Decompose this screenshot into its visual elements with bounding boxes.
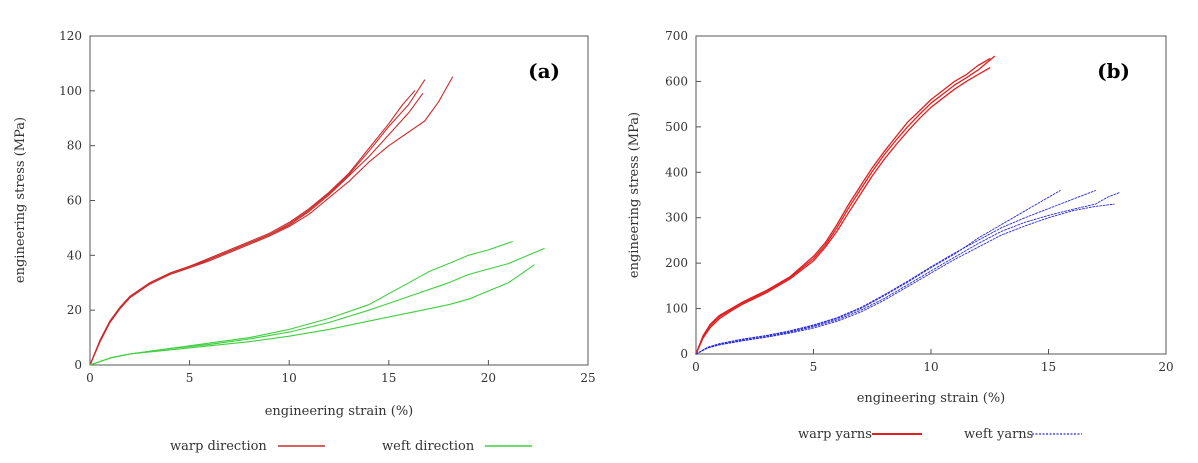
legend-label-warp: warp direction: [170, 439, 267, 454]
y-tick-label: 80: [67, 139, 82, 153]
chart-panel-b: 0 5 10 15 20 0 100 200 300 400 500 600 700 (b) engin…: [600, 0, 1198, 463]
series-1-curve-1: [695, 192, 1120, 355]
x-tick-label: 5: [186, 371, 194, 385]
x-tick-label: 25: [580, 371, 595, 385]
series-0-curve-0: [695, 58, 991, 355]
series-0-curve-1: [89, 79, 426, 366]
series-0-curve-2: [89, 76, 454, 366]
y-tick-label: 200: [665, 256, 688, 270]
x-tick-label: 15: [1041, 360, 1056, 374]
x-tick-label: 20: [481, 371, 496, 385]
legend: warp direction weft direction: [170, 439, 532, 454]
x-tick-label: 0: [692, 360, 700, 374]
x-tick-label: 5: [810, 360, 818, 374]
legend-label-warp: warp yarns: [798, 427, 872, 442]
y-tick-label: 100: [665, 302, 688, 316]
chart-panel-a: 0 5 10 15 20 25 0 20 40 60 80 100 120 (a) engineerin…: [13, 29, 596, 454]
x-axis-label: engineering strain (%): [857, 391, 1006, 406]
plot-frame: [89, 35, 589, 366]
series-0-curve-2: [695, 67, 991, 355]
y-tick-label: 60: [67, 194, 82, 208]
panel-label: (b): [1097, 59, 1130, 83]
series-1-curve-0: [89, 241, 513, 366]
legend-label-weft: weft yarns: [964, 427, 1033, 442]
series-1-curve-2: [89, 264, 535, 366]
plot-frame: [695, 35, 1167, 355]
series-1-curve-0: [695, 190, 1061, 355]
y-tick-label: 600: [665, 74, 688, 88]
y-axis-label: engineering stress (MPa): [627, 112, 642, 278]
series-1-curve-1: [89, 247, 545, 366]
y-tick-label: 0: [680, 347, 688, 361]
series-1-curve-2: [695, 203, 1115, 355]
series-0-curve-1: [695, 55, 996, 355]
x-tick-label: 10: [923, 360, 938, 374]
y-axis-label: engineering stress (MPa): [13, 117, 28, 283]
x-axis-label: engineering strain (%): [265, 404, 414, 419]
series-0-curve-0: [89, 90, 416, 366]
series-0-curve-3: [89, 93, 424, 366]
y-tick-label: 120: [59, 29, 82, 43]
y-tick-label: 300: [665, 211, 688, 225]
legend-label-weft: weft direction: [382, 439, 475, 454]
series-1-curve-3: [695, 190, 1096, 355]
chart-a-svg: 0 5 10 15 20 25 0 20 40 60 80 100 120 (a) engineerin…: [13, 29, 596, 454]
y-tick-label: 700: [665, 29, 688, 43]
panel-label: (a): [528, 59, 560, 83]
legend: warp yarns weft yarns: [798, 427, 1082, 442]
y-tick-label: 20: [67, 303, 82, 317]
x-tick-label: 0: [86, 371, 94, 385]
x-tick-label: 10: [282, 371, 297, 385]
y-tick-label: 400: [665, 165, 688, 179]
y-tick-label: 100: [59, 84, 82, 98]
y-tick-label: 500: [665, 120, 688, 134]
x-tick-label: 20: [1158, 360, 1173, 374]
y-tick-label: 0: [74, 358, 82, 372]
y-tick-label: 40: [67, 248, 82, 262]
x-tick-label: 15: [381, 371, 396, 385]
